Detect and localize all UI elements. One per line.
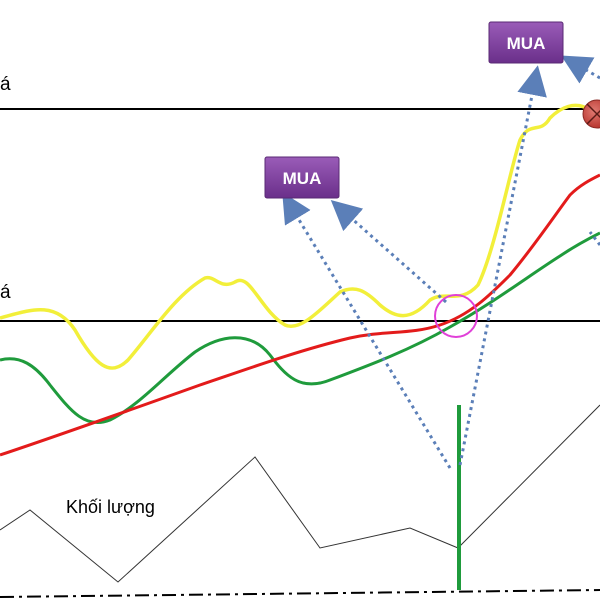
arrow-from-right	[588, 231, 600, 246]
ma-red-line	[0, 173, 600, 457]
volume-line	[0, 404, 600, 583]
buy-callout-mid-text: MUA	[283, 169, 322, 188]
volume-label: Khối lượng	[66, 497, 155, 517]
lower-level-label: á	[0, 282, 11, 303]
arrow-to-mid-buy-b	[330, 200, 447, 304]
arrow-to-mid-buy-a	[282, 192, 452, 469]
upper-level-label: á	[0, 74, 11, 95]
price-line	[0, 103, 591, 370]
baseline-line	[0, 589, 600, 598]
buy-callout-mid: MUA	[264, 156, 340, 199]
crossover-circle	[434, 294, 478, 338]
buy-callout-top: MUA	[488, 21, 564, 64]
arrow-to-top-buy-b	[561, 55, 600, 84]
buy-callout-top-text: MUA	[507, 34, 546, 53]
x-circle-icon	[582, 99, 600, 129]
arrow-to-top-buy-a	[458, 65, 547, 466]
ma-green-line	[0, 231, 600, 425]
